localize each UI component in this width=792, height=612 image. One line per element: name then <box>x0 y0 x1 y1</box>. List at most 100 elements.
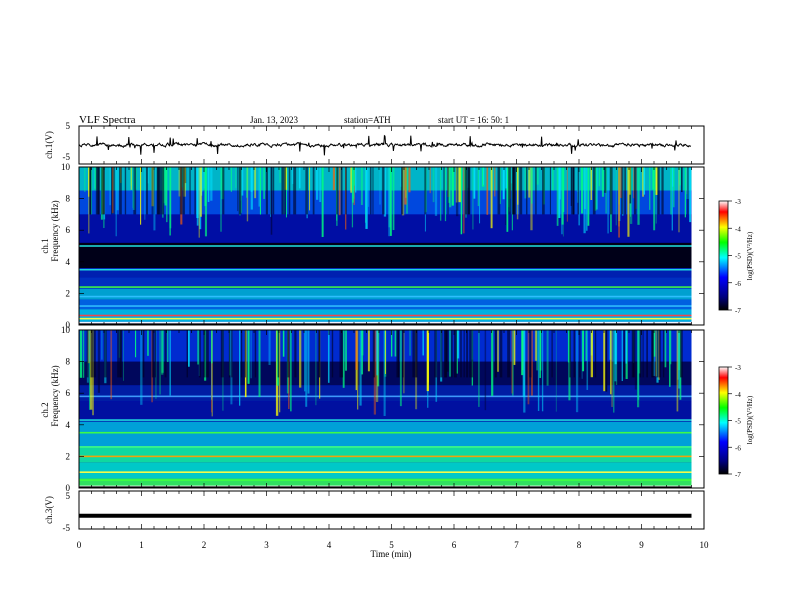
sferic-streak <box>147 167 149 184</box>
spectrogram-gap <box>542 167 545 215</box>
sferic-streak <box>634 330 637 390</box>
sferic-streak <box>494 167 496 197</box>
spectrogram-gap <box>228 330 231 378</box>
sferic-streak <box>196 167 199 226</box>
sferic-streak <box>432 167 435 203</box>
sferic-streak <box>132 167 134 209</box>
spectrogram-gap <box>277 330 280 378</box>
sferic-streak <box>394 330 397 357</box>
spectrogram-gap <box>142 330 145 378</box>
spectrogram-gap <box>305 167 309 215</box>
sferic-streak <box>342 330 345 388</box>
spectrogram-gap <box>111 167 113 215</box>
sferic-streak <box>558 167 561 218</box>
sferic-streak <box>290 330 292 412</box>
sferic-streak <box>332 167 335 191</box>
sferic-streak <box>586 330 589 390</box>
sferic-streak <box>159 330 161 395</box>
spectrogram-gap <box>463 330 465 378</box>
spectrogram-floor <box>79 323 692 325</box>
spectrogram-gap <box>624 167 626 215</box>
sferic-streak <box>298 330 302 388</box>
sferic-streak <box>541 330 544 412</box>
sferic-streak <box>670 167 673 215</box>
sferic-streak <box>627 167 630 237</box>
sferic-streak <box>388 167 391 228</box>
spectrogram-gap <box>657 167 660 215</box>
sferic-streak <box>637 167 640 225</box>
sferic-streak <box>237 167 239 212</box>
spectrogram-gap <box>424 167 427 215</box>
sferic-streak <box>279 330 281 413</box>
spectrogram-gap <box>220 330 224 378</box>
spectrogram-gap <box>508 167 511 215</box>
spectrogram-gap <box>415 330 418 378</box>
sferic-streak <box>664 330 667 368</box>
sferic-streak <box>446 330 449 372</box>
sferic-streak <box>327 330 330 383</box>
sferic-streak <box>678 330 681 389</box>
ch2-spectrogram-panel: 0 2 4 6 8 10 ch.2 Frequency (kHz) <box>40 325 705 493</box>
spectrogram-band <box>79 446 692 463</box>
sferic-streak <box>307 330 310 394</box>
sferic-streak <box>441 167 443 189</box>
sferic-streak <box>546 330 549 386</box>
sferic-streak <box>511 330 513 394</box>
spectrogram-gap <box>162 167 165 215</box>
y-tick-label: 6 <box>66 388 71 398</box>
sferic-streak <box>556 167 559 226</box>
spectrogram-gap <box>621 167 624 215</box>
sferic-streak <box>201 167 204 192</box>
sferic-streak <box>673 167 675 208</box>
sferic-streak <box>552 167 554 191</box>
sferic-streak <box>583 167 586 234</box>
ch2-colorbar-ticks: -3 -4 -5 -6 -7 <box>728 364 741 479</box>
spectrogram-gap <box>639 330 642 378</box>
ch2-spec-ylabel-channel: ch.2 <box>40 402 50 417</box>
x-tick-label: 6 <box>452 540 457 550</box>
spectrogram-gap <box>113 167 115 215</box>
sferic-streak <box>561 167 564 225</box>
spectrogram-gap <box>288 167 291 215</box>
sferic-streak <box>633 167 635 199</box>
ch1-waveform-trace <box>78 134 692 156</box>
spectrogram-line <box>79 317 692 320</box>
sferic-streak <box>87 330 90 364</box>
sferic-streak <box>689 167 692 223</box>
sferic-streak <box>642 167 645 197</box>
header-start-time: start UT = 16: 50: 1 <box>438 115 509 125</box>
spectrogram-gap <box>573 330 576 378</box>
sferic-streak <box>197 330 200 365</box>
sferic-streak <box>263 167 265 199</box>
sferic-streak <box>457 330 460 359</box>
sferic-streak <box>671 167 673 231</box>
spectrogram-gap <box>157 167 160 215</box>
sferic-streak <box>567 330 570 363</box>
spectrogram-gap <box>340 167 343 215</box>
spectrogram-gap <box>287 330 290 378</box>
colorbar-tick-label: -6 <box>735 444 741 452</box>
spectrogram-band <box>79 277 692 289</box>
x-tick-label: 0 <box>77 540 82 550</box>
sferic-streak <box>161 330 164 375</box>
sferic-streak <box>537 330 540 411</box>
spectrogram-gap <box>468 167 471 215</box>
sferic-streak <box>625 330 627 364</box>
sferic-streak <box>408 167 411 193</box>
y-tick-label: 0 <box>66 320 71 330</box>
x-tick-label: 9 <box>639 540 644 550</box>
sferic-streak <box>88 167 90 234</box>
sferic-streak <box>211 330 212 400</box>
spectrogram-band <box>79 299 692 310</box>
spectrogram-band <box>79 268 692 278</box>
spectrogram-gap <box>124 167 127 215</box>
sferic-streak <box>383 167 387 217</box>
spectrogram-gap <box>497 167 501 215</box>
ch1-ylabel: ch.1(V) <box>44 131 54 159</box>
sferic-streak <box>279 167 281 183</box>
sferic-streak <box>455 167 459 217</box>
sferic-streak <box>383 330 386 416</box>
sferic-streak <box>204 167 208 237</box>
x-tick-label: 4 <box>327 540 332 550</box>
sferic-streak <box>449 330 452 377</box>
